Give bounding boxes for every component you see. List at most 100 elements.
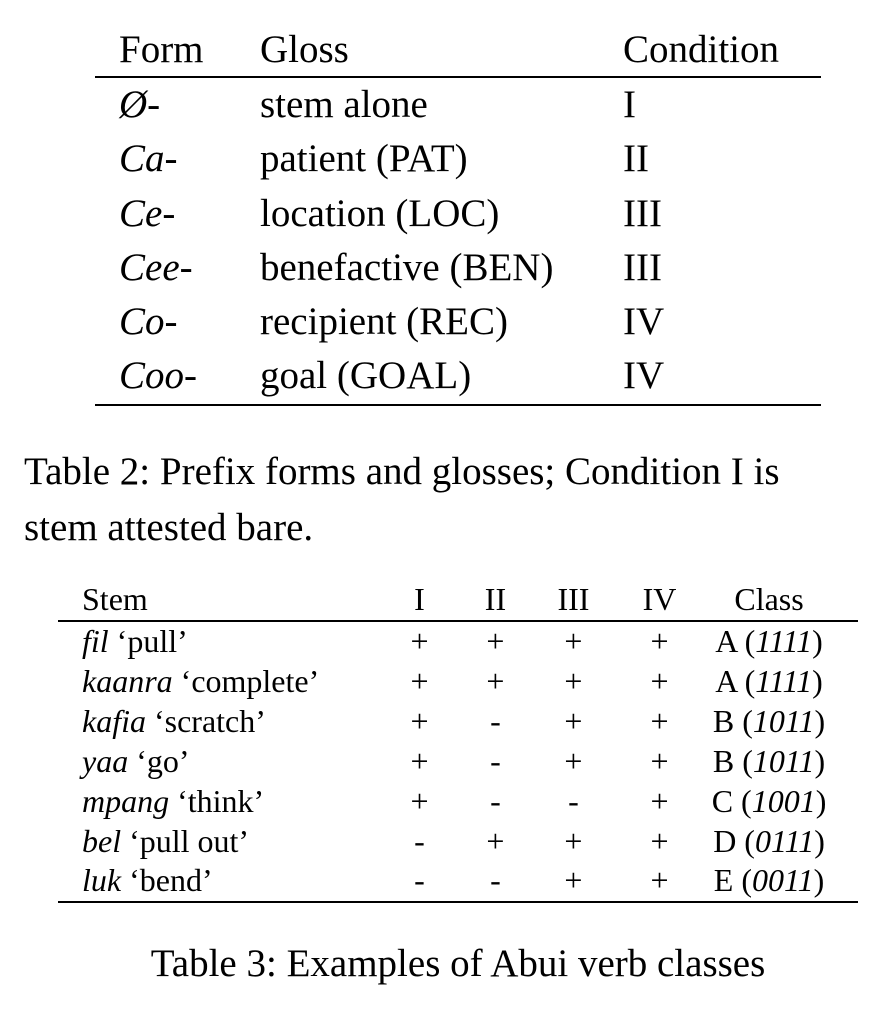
column-header-form: Form [119,28,204,71]
prefix-form: Ø- [119,83,161,126]
verb-stem-cell: kafia ‘scratch’ [58,702,380,742]
condition-iv-value: + [650,822,669,859]
column-header-i: I [414,581,425,617]
verb-stem-cell: yaa ‘go’ [58,742,380,782]
prefix-form: Co- [119,300,178,344]
verb-stem: kaanra [82,662,173,699]
prefix-condition: III [623,191,662,235]
table-row: Ce- location (LOC) III [95,187,821,241]
verb-stem: fil [82,623,109,659]
class-code: 1011 [752,702,815,739]
table-2-caption: Table 2: Prefix forms and glosses; Condi… [24,444,882,556]
table-3-caption: Table 3: Examples of Abui verb classes [150,942,766,985]
table-header-row: Stem I II III IV Class [58,578,858,621]
condition-iii-value: + [564,742,583,779]
gloss-abbreviation: LOC [408,191,487,235]
table-row: bel ‘pull out’ - + + + D (0111) [58,822,858,862]
class-code: 0011 [751,862,814,899]
condition-iii-value: + [564,822,583,859]
condition-iv-value: + [650,702,669,739]
table-row: yaa ‘go’ + - + + B (1011) [58,742,858,782]
condition-i-value: + [410,742,429,779]
prefix-form: Coo- [119,354,197,398]
verb-gloss: ‘complete’ [180,662,320,699]
prefix-form: Ce- [119,191,176,235]
verb-stem-cell: kaanra ‘complete’ [58,662,380,702]
condition-i-value: - [414,822,425,859]
verb-class: B (1011) [712,742,826,779]
condition-iii-value: + [564,623,583,659]
class-code: 1001 [751,782,816,819]
verb-class: A (1111) [715,623,823,659]
condition-ii-value: - [490,742,501,779]
column-header-iii: III [557,581,590,617]
verb-stem: kafia [82,702,146,739]
verb-class: B (1011) [712,702,826,739]
verb-stem-cell: bel ‘pull out’ [58,822,380,862]
condition-iii-value: + [564,862,583,899]
verb-stem-cell: fil ‘pull’ [58,621,380,662]
column-header-ii: II [484,581,507,617]
prefix-form: Cee- [119,245,193,289]
verb-class: E (0011) [713,862,825,899]
table-row: Ø- stem alone I [95,77,821,132]
condition-ii-value: + [486,623,505,659]
condition-iii-value: + [564,662,583,699]
verb-gloss: ‘go’ [136,742,190,779]
condition-iii-value: + [564,702,583,739]
condition-i-value: + [410,662,429,699]
condition-iv-value: + [650,862,669,899]
class-code: 0111 [754,822,815,859]
verb-class: A (1111) [715,662,823,699]
table-row: mpang ‘think’ + - - + C (1001) [58,782,858,822]
column-header-gloss: Gloss [260,28,349,71]
column-header-class: Class [734,581,804,617]
verb-class: D (0111) [713,822,825,859]
condition-ii-value: + [486,662,505,699]
prefix-gloss: location (LOC) [260,191,500,235]
verb-stem: yaa [82,742,129,779]
gloss-abbreviation: REC [419,300,496,344]
verb-gloss: ‘pull out’ [129,822,250,859]
caption-line: Table 2: Prefix forms and glosses; Condi… [24,450,780,493]
verb-classes-table: Stem I II III IV Class fil ‘pull’ + + + … [58,578,858,903]
prefix-form: Ca- [119,137,178,181]
prefix-gloss: goal (GOAL) [260,354,472,398]
class-code: 1111 [755,662,813,699]
table-row: fil ‘pull’ + + + + A (1111) [58,621,858,662]
table-row: Co- recipient (REC) IV [95,295,821,349]
condition-i-value: + [410,623,429,659]
table-header-row: Form Gloss Condition [95,24,821,77]
class-code: 1011 [752,742,815,779]
column-header-iv: IV [642,581,677,617]
prefix-condition: I [623,83,636,126]
prefix-condition: IV [623,354,665,398]
table-row: Ca- patient (PAT) II [95,132,821,186]
prefix-gloss: recipient (REC) [260,300,509,344]
verb-stem: luk [82,862,122,899]
table-row: Cee- benefactive (BEN) III [95,241,821,295]
gloss-abbreviation: GOAL [349,354,459,398]
prefix-gloss: benefactive (BEN) [260,245,554,289]
gloss-abbreviation: BEN [462,245,541,289]
gloss-abbreviation: PAT [388,137,455,181]
condition-iii-value: - [568,782,579,819]
condition-i-value: + [410,702,429,739]
table-row: Coo- goal (GOAL) IV [95,349,821,405]
table-row: luk ‘bend’ - - + + E (0011) [58,861,858,903]
verb-gloss: ‘pull’ [116,623,188,659]
prefix-condition: IV [623,300,665,344]
verb-gloss: ‘bend’ [129,862,213,899]
condition-i-value: - [414,862,425,899]
condition-iv-value: + [650,662,669,699]
condition-i-value: + [410,782,429,819]
column-header-condition: Condition [623,28,780,71]
prefix-gloss: patient (PAT) [260,137,468,181]
verb-gloss: ‘scratch’ [153,702,266,739]
condition-iv-value: + [650,623,669,659]
verb-stem: mpang [82,782,170,819]
verb-stem: bel [82,822,122,859]
prefix-gloss: stem alone [260,83,428,126]
verb-gloss: ‘think’ [177,782,265,819]
table-row: kaanra ‘complete’ + + + + A (1111) [58,662,858,702]
